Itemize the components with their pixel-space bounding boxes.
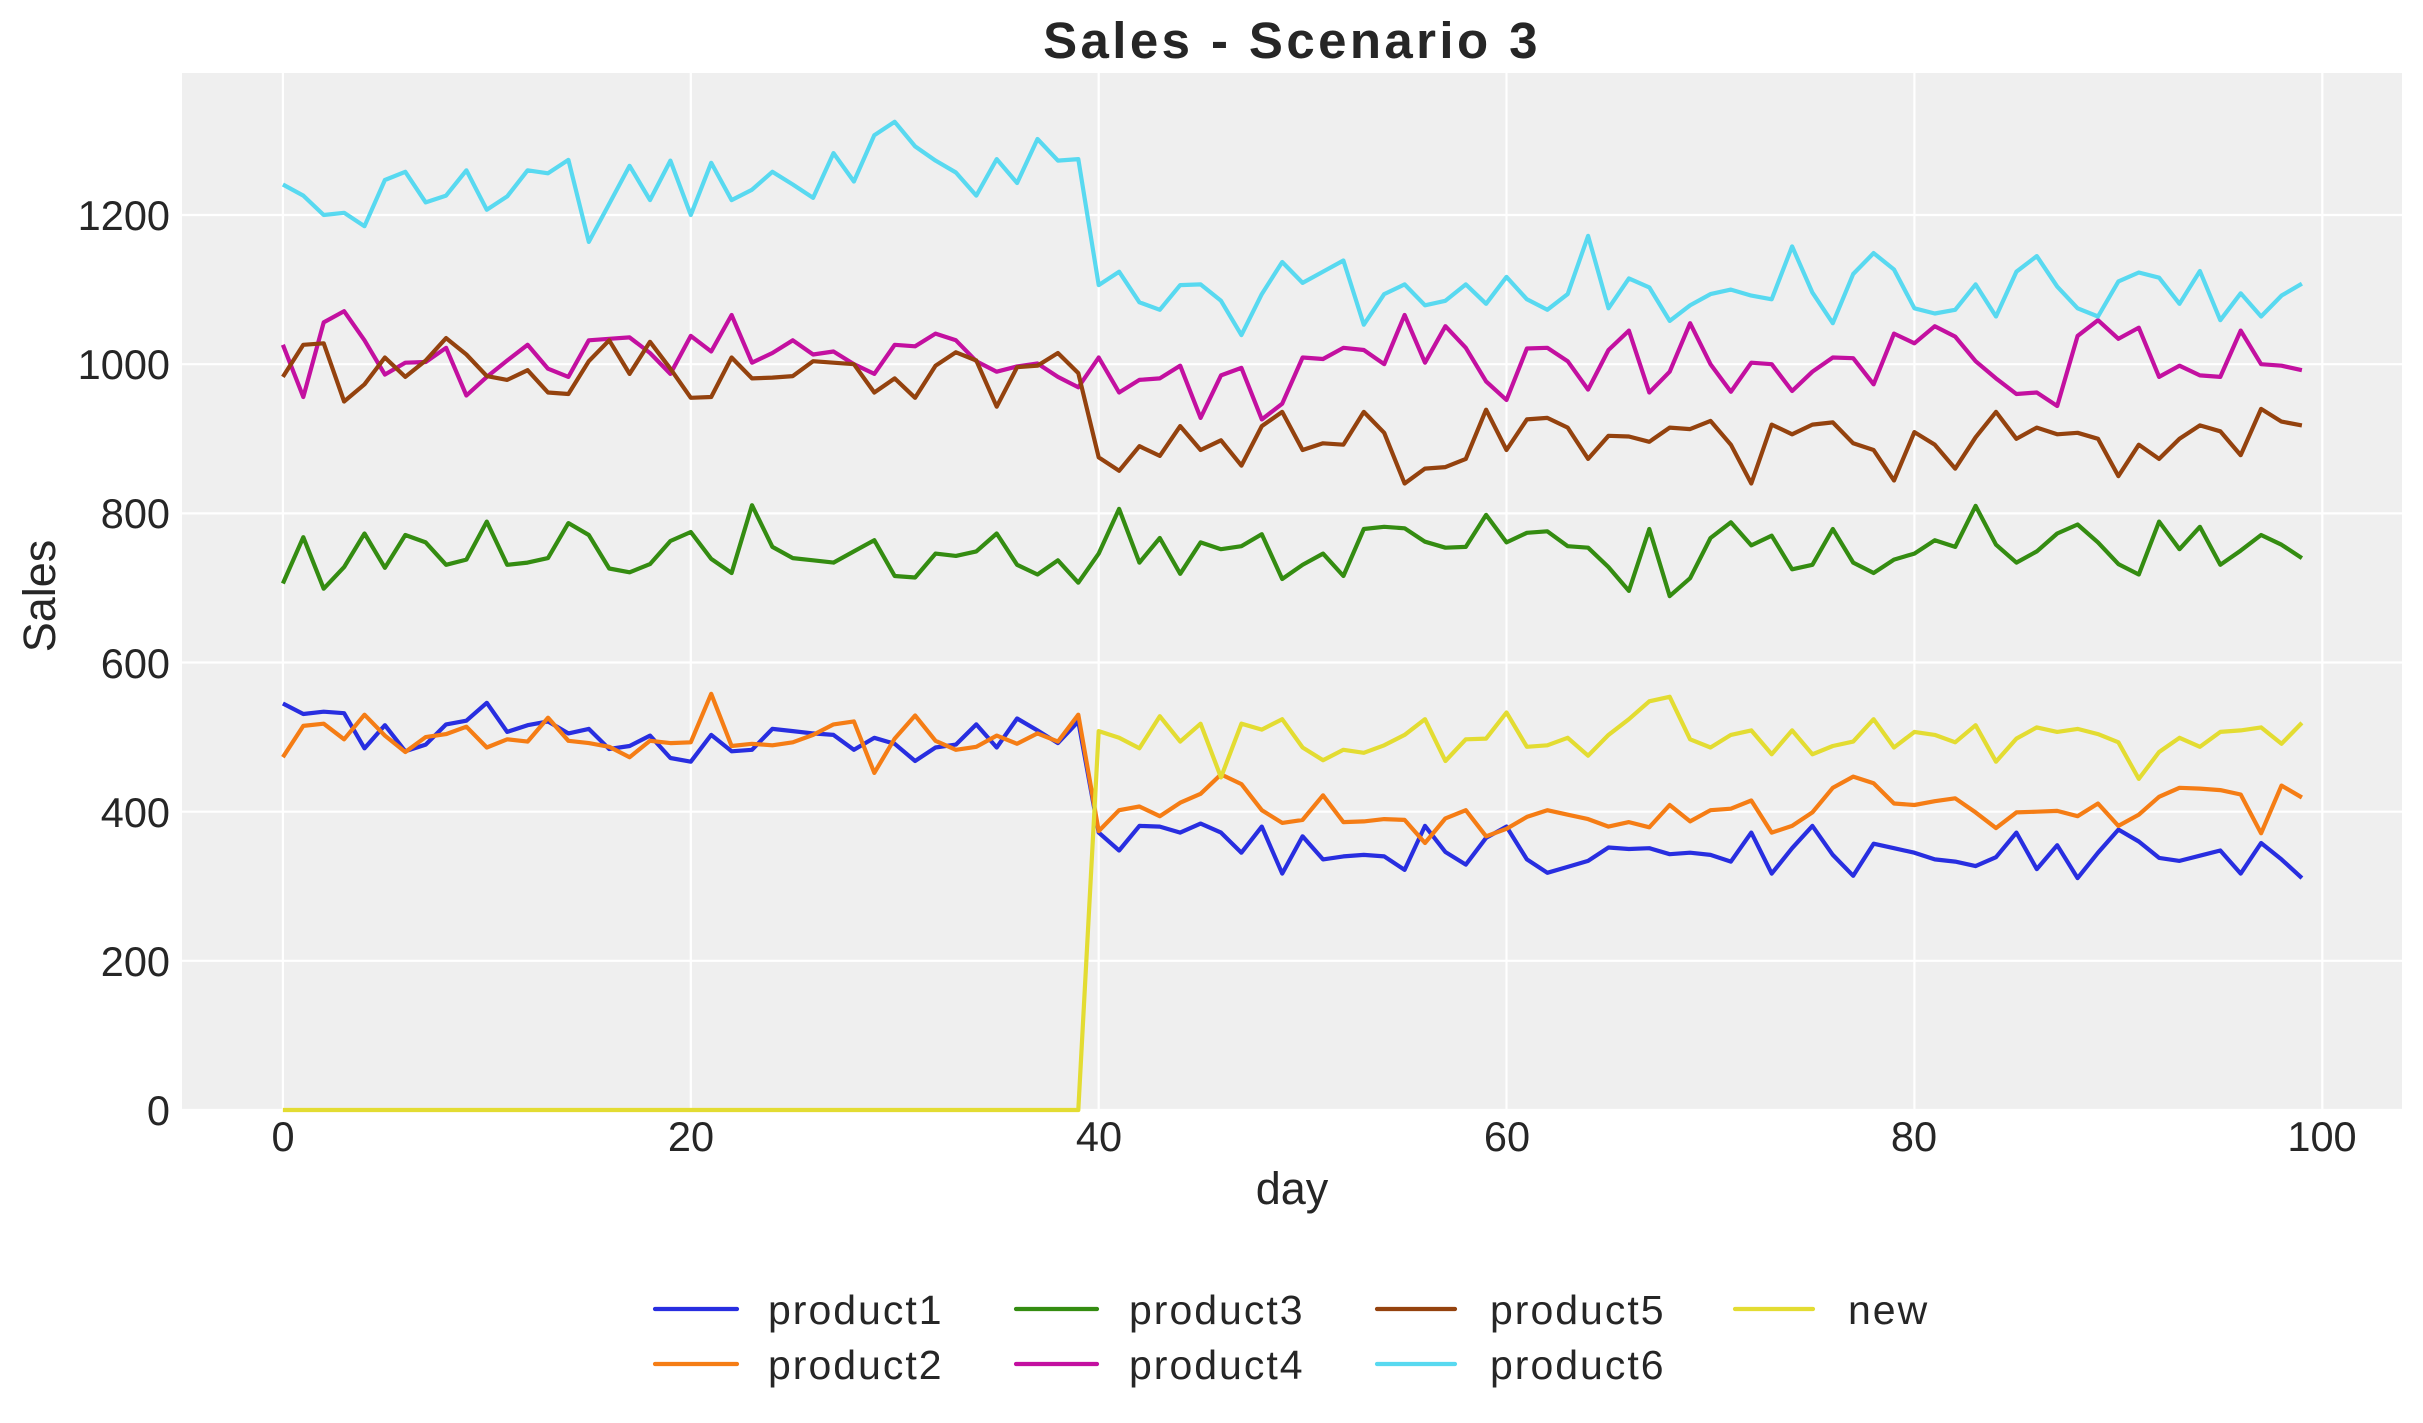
svg-text:Sales - Scenario 3: Sales - Scenario 3: [1043, 12, 1541, 69]
svg-text:product2: product2: [768, 1342, 944, 1388]
svg-text:0: 0: [271, 1113, 294, 1160]
svg-text:800: 800: [101, 490, 170, 537]
svg-text:80: 80: [1891, 1113, 1937, 1160]
svg-text:1000: 1000: [78, 341, 170, 388]
svg-text:100: 100: [2287, 1113, 2356, 1160]
svg-text:new: new: [1848, 1287, 1929, 1333]
svg-text:product4: product4: [1129, 1342, 1305, 1388]
svg-text:product6: product6: [1490, 1342, 1666, 1388]
svg-text:200: 200: [101, 938, 170, 985]
svg-text:20: 20: [668, 1113, 714, 1160]
svg-text:product5: product5: [1490, 1287, 1666, 1333]
svg-text:600: 600: [101, 640, 170, 687]
svg-text:product1: product1: [768, 1287, 944, 1333]
svg-text:1200: 1200: [78, 192, 170, 239]
svg-text:60: 60: [1484, 1113, 1530, 1160]
svg-text:40: 40: [1076, 1113, 1122, 1160]
svg-text:400: 400: [101, 789, 170, 836]
svg-text:day: day: [1256, 1163, 1329, 1214]
svg-text:0: 0: [147, 1087, 170, 1134]
svg-text:product3: product3: [1129, 1287, 1305, 1333]
svg-text:Sales: Sales: [14, 540, 65, 653]
